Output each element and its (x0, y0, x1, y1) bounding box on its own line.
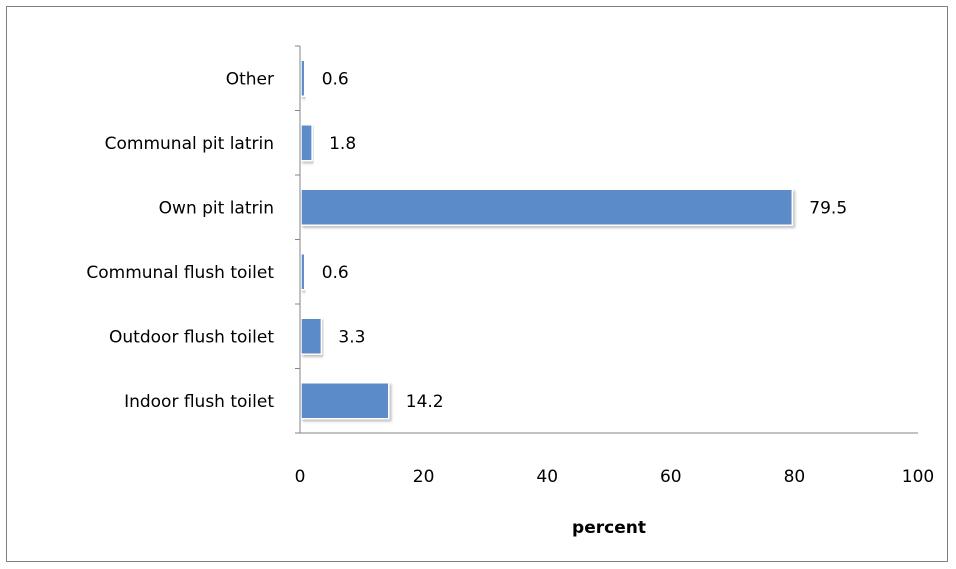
bar-outdoor-flush-toilet (300, 317, 323, 355)
data-label: 14.2 (406, 392, 444, 412)
data-label: 0.6 (322, 263, 349, 283)
bars-layer (300, 59, 794, 420)
data-label: 79.5 (809, 198, 847, 218)
x-tick-label: 100 (902, 467, 934, 487)
x-tick-label: 60 (660, 467, 682, 487)
x-tick-label: 20 (413, 467, 435, 487)
bar-communal-flush-toilet (300, 253, 306, 291)
data-label: 3.3 (338, 327, 365, 347)
labels-layer: Other 0.6 Communal pit latrin 1.8 Own pit la… (86, 69, 934, 487)
x-tick-label: 80 (784, 467, 806, 487)
category-label: Own pit latrin (159, 198, 274, 218)
chart-frame (6, 6, 948, 562)
data-label: 0.6 (322, 69, 349, 89)
bar-other (300, 59, 306, 97)
category-label: Outdoor flush toilet (109, 327, 274, 347)
x-axis-title: percent (572, 518, 646, 538)
category-label: Other (226, 69, 274, 89)
category-label: Indoor flush toilet (124, 392, 274, 412)
bar-communal-pit-latrin (300, 124, 313, 162)
x-tick-label: 40 (536, 467, 558, 487)
bar-indoor-flush-toilet (300, 382, 390, 420)
category-label: Communal flush toilet (86, 263, 274, 283)
bar-own-pit-latrin (300, 188, 794, 226)
axis-layer (295, 45, 918, 434)
data-label: 1.8 (329, 134, 356, 154)
x-tick-label: 0 (295, 467, 306, 487)
category-label: Communal pit latrin (105, 134, 274, 154)
